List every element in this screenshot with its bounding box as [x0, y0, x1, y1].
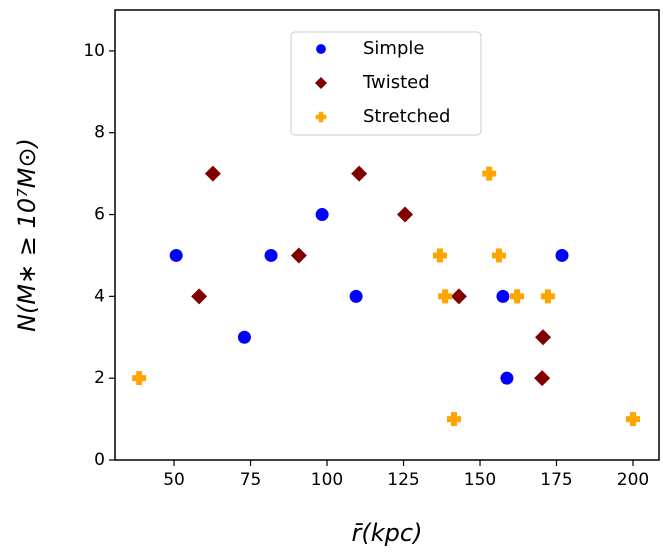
- y-tick-label: 2: [94, 368, 105, 388]
- y-tick-label: 8: [94, 123, 105, 143]
- point: [237, 330, 251, 344]
- point: [491, 248, 506, 263]
- point: [397, 206, 414, 223]
- point: [500, 371, 514, 385]
- legend-marker: [315, 77, 327, 89]
- legend-label: Twisted: [362, 72, 430, 93]
- point: [482, 166, 497, 181]
- point: [510, 289, 525, 304]
- point: [535, 329, 552, 346]
- y-tick-label: 4: [94, 286, 105, 306]
- legend-label: Simple: [363, 38, 424, 59]
- y-axis-label: N(M∗ ≥ 10⁷M⊙): [13, 138, 41, 332]
- legend-marker: [315, 111, 327, 123]
- x-tick-label: 200: [617, 470, 649, 490]
- legend-marker: [316, 44, 326, 54]
- legend-box: [290, 31, 482, 136]
- point: [349, 289, 363, 303]
- y-tick-label: 10: [83, 41, 105, 61]
- point: [191, 288, 208, 305]
- legend-label: Stretched: [363, 106, 450, 127]
- y-tick-label: 0: [94, 450, 105, 470]
- point: [432, 248, 447, 263]
- y-tick-label: 6: [94, 205, 105, 225]
- point: [450, 288, 467, 305]
- x-tick-label: 50: [163, 470, 185, 490]
- point: [315, 208, 329, 222]
- point: [540, 289, 555, 304]
- x-tick-label: 75: [240, 470, 262, 490]
- point: [496, 289, 510, 303]
- x-tick-label: 175: [540, 470, 572, 490]
- point: [438, 289, 453, 304]
- x-tick-label: 100: [311, 470, 343, 490]
- point: [447, 412, 462, 427]
- point: [534, 370, 551, 387]
- x-tick-label: 150: [464, 470, 496, 490]
- point: [625, 412, 640, 427]
- plot-frame: [114, 9, 660, 461]
- point: [290, 247, 307, 264]
- point: [555, 248, 569, 262]
- point: [132, 371, 147, 386]
- point: [264, 248, 278, 262]
- point: [351, 165, 368, 182]
- point: [204, 165, 221, 182]
- x-axis-label: r̄(kpc): [352, 519, 423, 547]
- point: [169, 248, 183, 262]
- x-tick-label: 125: [387, 470, 419, 490]
